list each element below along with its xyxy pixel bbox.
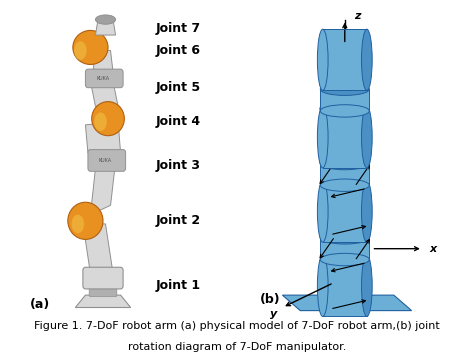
Ellipse shape: [320, 253, 369, 266]
Ellipse shape: [320, 179, 369, 192]
Text: Joint 6: Joint 6: [156, 44, 201, 57]
Ellipse shape: [95, 15, 116, 24]
Bar: [320, 238, 369, 260]
Polygon shape: [283, 295, 411, 311]
Ellipse shape: [320, 232, 369, 244]
Ellipse shape: [362, 107, 372, 168]
Text: (a): (a): [30, 298, 50, 311]
FancyBboxPatch shape: [89, 284, 117, 297]
Text: Figure 1. 7-DoF robot arm (a) physical model of 7-DoF robot arm,(b) joint: Figure 1. 7-DoF robot arm (a) physical m…: [34, 321, 440, 331]
FancyBboxPatch shape: [83, 267, 123, 289]
Text: (b): (b): [260, 293, 281, 306]
FancyBboxPatch shape: [85, 69, 123, 88]
Bar: [323, 29, 367, 90]
Text: x: x: [429, 244, 437, 254]
Text: Joint 2: Joint 2: [156, 214, 201, 227]
Ellipse shape: [320, 83, 369, 95]
Ellipse shape: [318, 181, 328, 242]
Ellipse shape: [74, 41, 87, 60]
Text: KUKA: KUKA: [99, 158, 112, 163]
Text: Joint 5: Joint 5: [156, 81, 201, 94]
Ellipse shape: [320, 105, 369, 117]
Ellipse shape: [94, 112, 107, 131]
Ellipse shape: [91, 102, 124, 136]
Polygon shape: [75, 295, 131, 307]
Text: KUKA: KUKA: [96, 76, 109, 81]
Bar: [323, 181, 367, 242]
Ellipse shape: [362, 255, 372, 316]
Ellipse shape: [68, 202, 103, 239]
Text: z: z: [354, 12, 360, 22]
Text: Joint 1: Joint 1: [156, 279, 201, 292]
Polygon shape: [91, 162, 116, 215]
Text: Joint 3: Joint 3: [156, 159, 201, 172]
Text: y: y: [270, 309, 277, 319]
Bar: [323, 107, 367, 168]
Ellipse shape: [318, 107, 328, 168]
Bar: [320, 163, 369, 185]
Polygon shape: [85, 122, 120, 153]
Ellipse shape: [320, 157, 369, 170]
Ellipse shape: [72, 215, 84, 233]
Polygon shape: [91, 81, 118, 106]
Ellipse shape: [73, 30, 108, 64]
Polygon shape: [95, 19, 116, 35]
Bar: [323, 255, 367, 316]
Text: rotation diagram of 7-DoF manipulator.: rotation diagram of 7-DoF manipulator.: [128, 342, 346, 352]
Bar: [320, 89, 369, 111]
Ellipse shape: [362, 29, 372, 90]
Polygon shape: [83, 224, 113, 274]
Ellipse shape: [362, 181, 372, 242]
Text: Joint 7: Joint 7: [156, 22, 201, 35]
Ellipse shape: [318, 29, 328, 90]
Ellipse shape: [318, 255, 328, 316]
Polygon shape: [93, 50, 113, 72]
FancyBboxPatch shape: [88, 150, 126, 171]
Text: Joint 4: Joint 4: [156, 115, 201, 128]
